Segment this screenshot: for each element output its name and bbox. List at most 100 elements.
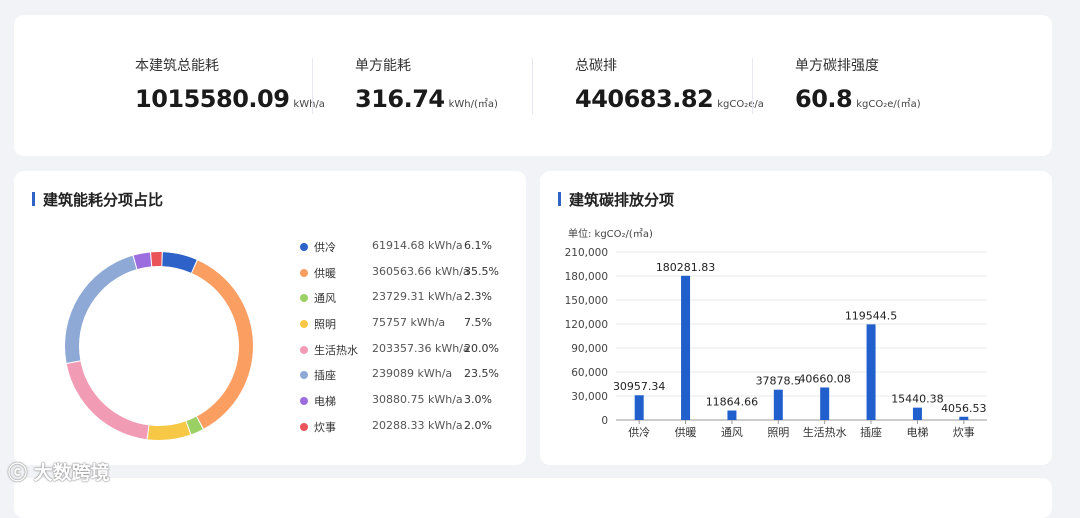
x-tick-label: 炊事 (953, 426, 975, 439)
legend-name: 供冷 (314, 241, 336, 254)
donut-slice[interactable] (66, 361, 149, 440)
carbon-breakdown-panel: 建筑碳排放分项 单位: kgCO₂/(㎡a) 0 30,000 60,000 90,00… (540, 171, 1052, 465)
bar[interactable] (681, 275, 691, 420)
bar-chart: 单位: kgCO₂/(㎡a) 0 30,000 60,000 90,000 120,000… (565, 227, 987, 439)
kpi-unit: kgCO₂e/(㎡a) (856, 99, 921, 110)
donut-slice[interactable] (186, 416, 203, 435)
x-tick-label: 供暖 (675, 425, 697, 439)
chat-bubble-icon: ⓒ (8, 462, 28, 484)
legend-dot (300, 320, 308, 329)
bar[interactable] (727, 410, 737, 420)
legend-percent: 20.0% (464, 341, 499, 355)
kpi-total-carbon: 总碳排 440683.82 kgCO₂e/a (575, 55, 764, 113)
legend-percent: 2.3% (464, 290, 492, 304)
kpi-unit: kWh/(㎡a) (448, 99, 498, 110)
y-tick-label: 0 (601, 415, 608, 427)
legend-percent: 3.0% (464, 393, 492, 407)
kpi-value: 1015580.09 (135, 85, 290, 113)
kpi-unit: kWh/a (293, 99, 325, 110)
kpi-carbon-intensity: 单方碳排强度 60.8 kgCO₂e/(㎡a) (795, 55, 921, 113)
bar[interactable] (959, 416, 969, 420)
donut-slice[interactable] (151, 252, 162, 267)
legend-dot (300, 243, 308, 251)
bar-value-label: 4056.53 (941, 402, 987, 415)
legend-name: 生活热水 (314, 343, 358, 357)
kpi-label: 单方能耗 (355, 58, 411, 74)
x-tick-label: 生活热水 (803, 425, 847, 439)
legend-name: 照明 (314, 318, 336, 332)
section-title: 建筑能耗分项占比 (32, 189, 163, 210)
legend-value: 203357.36 kWh/a (372, 341, 470, 355)
bar[interactable] (912, 407, 922, 420)
bar-value-label: 180281.83 (656, 261, 716, 274)
bar-value-label: 119544.5 (845, 309, 898, 322)
bar-value-label: 30957.34 (613, 380, 666, 393)
legend-name: 通风 (314, 292, 336, 306)
legend-value: 30880.75 kWh/a (372, 393, 463, 407)
section-title: 建筑碳排放分项 (558, 189, 674, 210)
legend-percent: 7.5% (464, 316, 492, 330)
donut-chart (65, 252, 253, 440)
kpi-label: 本建筑总能耗 (135, 58, 219, 74)
y-tick-label: 210,000 (565, 247, 608, 259)
kpi-value: 440683.82 (575, 85, 714, 113)
y-tick-label: 180,000 (565, 271, 608, 283)
x-tick-label: 电梯 (906, 426, 928, 439)
y-tick-label: 120,000 (565, 319, 608, 331)
legend-name: 插座 (314, 369, 336, 383)
donut-slice[interactable] (65, 255, 137, 363)
bar[interactable] (820, 387, 830, 420)
legend-value: 360563.66 kWh/a (372, 264, 470, 278)
donut-slice[interactable] (133, 252, 152, 269)
legend-dot (300, 422, 308, 431)
bar[interactable] (866, 324, 876, 420)
legend-percent: 2.0% (464, 418, 492, 432)
y-tick-label: 90,000 (571, 343, 608, 355)
watermark-logo: ⓒ 大数跨境 (8, 458, 110, 485)
legend-name: 电梯 (314, 395, 336, 409)
legend-value: 239089 kWh/a (372, 367, 453, 381)
bar[interactable] (634, 395, 644, 420)
x-tick-label: 照明 (767, 426, 789, 439)
kpi-label: 总碳排 (575, 58, 617, 74)
donut-slice[interactable] (191, 260, 253, 429)
legend-dot (300, 397, 308, 406)
bottom-panel (14, 478, 1052, 518)
legend-percent: 35.5% (464, 264, 499, 278)
energy-breakdown-panel: 建筑能耗分项占比 供冷 61914.68 kWh/a 6.1% 供暖 360563.66… (14, 171, 526, 465)
legend-dot (300, 345, 308, 354)
kpi-divider (532, 58, 533, 114)
legend-value: 75757 kWh/a (372, 316, 446, 330)
legend-dot (300, 268, 308, 277)
legend-name: 炊事 (314, 420, 336, 434)
bar-value-label: 37878.5 (756, 375, 802, 388)
kpi-panel: 本建筑总能耗 1015580.09 kWh/a 单方能耗 316.74 kWh/(㎡… (14, 15, 1052, 156)
kpi-unit-energy: 单方能耗 316.74 kWh/(㎡a) (355, 55, 498, 113)
bar-value-label: 15440.38 (891, 393, 944, 406)
donut-slice[interactable] (162, 252, 197, 273)
x-tick-label: 供冷 (628, 425, 650, 439)
watermark-text: 大数跨境 (33, 462, 110, 484)
legend-dot (300, 294, 308, 303)
legend-value: 23729.31 kWh/a (372, 290, 463, 304)
kpi-label: 单方碳排强度 (795, 58, 879, 74)
y-tick-label: 60,000 (571, 367, 608, 379)
y-tick-label: 150,000 (565, 295, 608, 307)
legend-value: 20288.33 kWh/a (372, 418, 463, 432)
kpi-unit: kgCO₂e/a (717, 99, 764, 110)
x-tick-label: 插座 (860, 425, 882, 439)
y-unit-label: 单位: kgCO₂/(㎡a) (568, 227, 653, 240)
bar-value-label: 40660.08 (798, 372, 851, 385)
kpi-value: 60.8 (795, 85, 853, 113)
bar[interactable] (773, 389, 783, 420)
y-tick-label: 30,000 (571, 391, 608, 403)
donut-slice[interactable] (147, 421, 191, 440)
legend-dot (300, 371, 308, 380)
kpi-value: 316.74 (355, 85, 445, 113)
legend-percent: 23.5% (464, 367, 499, 381)
x-tick-label: 通风 (721, 426, 743, 439)
kpi-total-energy: 本建筑总能耗 1015580.09 kWh/a (135, 55, 325, 113)
legend-name: 供暖 (314, 266, 336, 280)
bar-value-label: 11864.66 (706, 396, 759, 409)
legend-percent: 6.1% (464, 239, 492, 252)
